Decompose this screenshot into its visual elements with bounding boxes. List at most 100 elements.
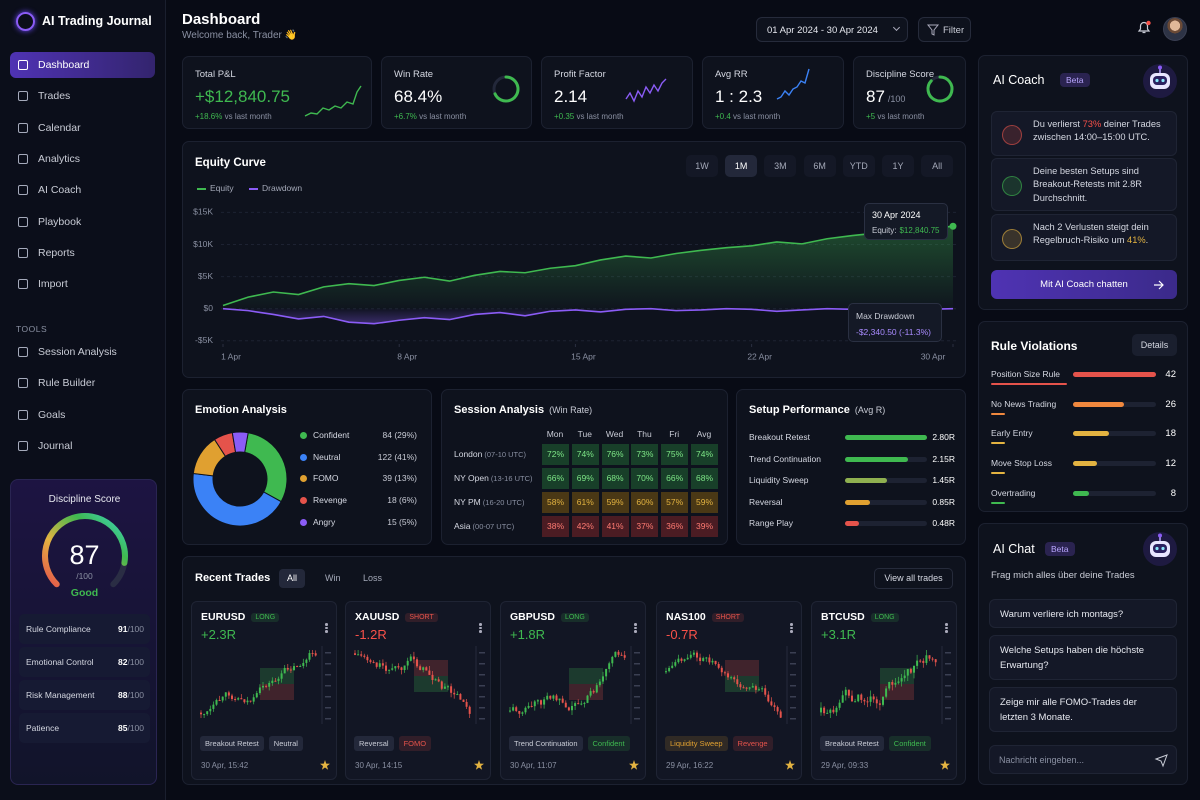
- menu-dot: [479, 623, 482, 626]
- gauge-max: /100: [76, 571, 93, 581]
- range-button[interactable]: 6M: [803, 155, 836, 177]
- kpi-change-value: +0.35: [554, 112, 575, 121]
- suggestion[interactable]: Warum verliere ich montags?: [989, 599, 1177, 628]
- nav-item[interactable]: Rule Builder: [10, 370, 155, 396]
- label-underline: [991, 501, 1005, 504]
- filter-tab[interactable]: Loss: [363, 573, 383, 583]
- candle-body: [608, 663, 611, 669]
- kpi-change-note: vs last month: [419, 112, 467, 121]
- date-range[interactable]: 01 Apr 2024 - 30 Apr 2024: [756, 17, 908, 42]
- bar-track: [1073, 461, 1156, 467]
- trade-card[interactable]: BTCUSD LONG +3.1R Breakout Retest Confident 2…: [811, 601, 957, 780]
- legend-dot: [300, 432, 307, 439]
- insight-text: Du verlierst 73% deiner Trades zwischen …: [1033, 118, 1175, 145]
- nav-item[interactable]: Calendar: [10, 115, 155, 141]
- legend-dot: [300, 453, 307, 461]
- tooltip-label: Equity:: [872, 226, 897, 235]
- ring-value: [926, 75, 954, 103]
- page-title: Dashboard: [182, 11, 261, 28]
- candle-body: [265, 685, 268, 687]
- candle-body: [552, 695, 555, 699]
- trade-symbol: EURUSD: [201, 611, 246, 623]
- candle-body: [240, 698, 243, 700]
- trade-date: 30 Apr, 15:42: [201, 761, 249, 770]
- chat-panel: AI Chat Beta Frag mich alles über deine Tr…: [978, 523, 1188, 785]
- candle-body: [897, 681, 900, 683]
- suggestion[interactable]: Welche Setups haben die höchste Erwartun…: [989, 635, 1177, 680]
- candle-body: [391, 668, 394, 670]
- menu-dot: [479, 630, 482, 633]
- insight-part: Nach 2 Verlusten steigt dein Regelbruch-…: [1033, 222, 1149, 246]
- filter-tab[interactable]: Win: [325, 573, 341, 583]
- nav-item[interactable]: Goals: [10, 402, 155, 428]
- session-panel: Session Analysis (Win Rate) Mon Tue Wed Thu Fr…: [441, 389, 728, 545]
- kpi-change: +5 vs last month: [866, 112, 925, 121]
- row-label: Asia (00-07 UTC): [454, 521, 514, 531]
- chat-input[interactable]: Nachricht eingeben...: [989, 745, 1177, 774]
- candle-body: [720, 667, 723, 673]
- range-button[interactable]: 1Y: [882, 155, 914, 177]
- trade-card[interactable]: XAUUSD SHORT -1.2R Reversal FOMO 30 Apr, 14:1…: [345, 601, 491, 780]
- candle-body: [246, 700, 249, 703]
- robot-antenna-tip: [1158, 65, 1162, 70]
- nav-item[interactable]: Playbook: [10, 209, 155, 235]
- bar-value: 26: [1165, 398, 1176, 410]
- nav-item[interactable]: AI Coach: [10, 177, 155, 203]
- filter-button[interactable]: Filter: [918, 17, 971, 42]
- arrow-icon: [1154, 280, 1164, 290]
- robot-icon: [1143, 64, 1177, 98]
- nav-item[interactable]: Session Analysis: [10, 339, 155, 365]
- trade-chart: [200, 646, 331, 724]
- menu-dot: [325, 630, 328, 633]
- price-tick: [634, 652, 640, 654]
- bar-label: Trend Continuation: [749, 453, 821, 464]
- candle-body: [832, 709, 835, 713]
- range-button[interactable]: All: [921, 155, 954, 177]
- price-tick: [945, 718, 951, 720]
- filter-shape: [926, 24, 940, 36]
- candle-body: [543, 699, 546, 705]
- nav-item[interactable]: Analytics: [10, 146, 155, 172]
- last-point: [949, 222, 957, 230]
- entry-zone: [260, 668, 294, 684]
- column-header: Wed: [605, 429, 624, 439]
- details-button[interactable]: Details: [1132, 334, 1177, 356]
- side-badge: LONG: [870, 613, 899, 622]
- bell-icon: [1137, 20, 1151, 34]
- range-button[interactable]: 1W: [686, 155, 718, 177]
- range-button[interactable]: YTD: [842, 155, 875, 177]
- nav-item[interactable]: Journal: [10, 433, 155, 459]
- candle-body: [412, 656, 415, 660]
- nav-item[interactable]: Trades: [10, 83, 155, 109]
- tag: Breakout Retest: [200, 736, 264, 751]
- gauge-value: [42, 513, 128, 588]
- price-tick: [325, 685, 331, 687]
- heat-cell: 69%: [570, 467, 600, 490]
- drawdown-title: Max Drawdown: [856, 311, 915, 321]
- candle-body: [900, 678, 903, 682]
- coach-button[interactable]: Mit AI Coach chatten: [991, 270, 1177, 299]
- suggestion[interactable]: Zeige mir alle FOMO-Trades der letzten 3…: [989, 687, 1177, 732]
- nav-item[interactable]: Dashboard: [10, 52, 155, 78]
- panel-title: Emotion Analysis: [195, 404, 287, 416]
- avatar[interactable]: [1163, 17, 1187, 41]
- filter-tab[interactable]: All: [279, 569, 306, 588]
- range-button[interactable]: 3M: [764, 155, 797, 177]
- kpi-change-value: +5: [866, 112, 876, 121]
- view-all-button[interactable]: View all trades: [874, 568, 953, 589]
- candle-body: [366, 656, 369, 661]
- range-button[interactable]: 1M: [725, 155, 758, 177]
- row-name: NY Open: [454, 473, 489, 483]
- nav-item[interactable]: Reports: [10, 240, 155, 266]
- nav-item[interactable]: Import: [10, 271, 155, 297]
- trade-card[interactable]: NAS100 SHORT -0.7R Liquidity Sweep Revenge 29…: [656, 601, 802, 780]
- stop-zone: [569, 684, 603, 700]
- trade-card[interactable]: GBPUSD LONG +1.8R Trend Continuation Confide…: [500, 601, 646, 780]
- trade-card[interactable]: EURUSD LONG +2.3R Breakout Retest Neutral 30 …: [191, 601, 337, 780]
- candle-body: [754, 686, 757, 690]
- trade-symbol: NAS100: [666, 611, 706, 623]
- candle-body: [397, 666, 400, 668]
- heat-cell: 59%: [690, 491, 719, 514]
- price-tick: [479, 696, 485, 698]
- kpi-change-value: +0.4: [715, 112, 731, 121]
